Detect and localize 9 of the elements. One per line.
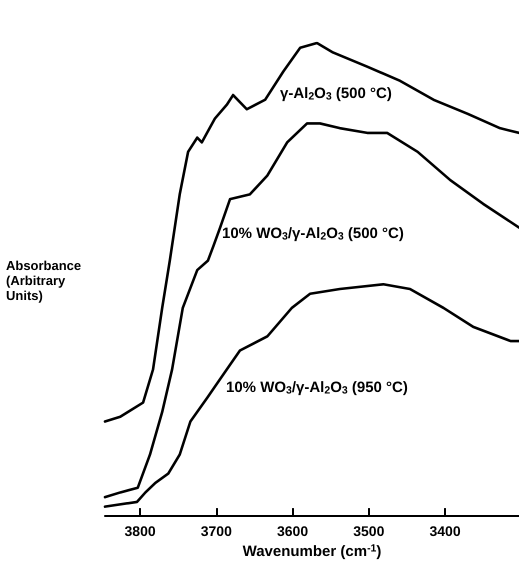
x-tick-label: 3800	[124, 523, 156, 540]
x-tick-label: 3500	[353, 523, 385, 540]
series-label: 10% WO3/γ-Al2O3 (950 °C)	[226, 379, 408, 396]
y-axis-title: Absorbance (Arbitrary Units)	[6, 258, 85, 303]
series-label: γ-Al2O3 (500 °C)	[280, 85, 392, 102]
series-label: 10% WO3/γ-Al2O3 (500 °C)	[222, 225, 404, 242]
x-tick-label: 3700	[200, 523, 232, 540]
x-tick-label: 3400	[429, 523, 461, 540]
x-tick-label: 3600	[276, 523, 308, 540]
